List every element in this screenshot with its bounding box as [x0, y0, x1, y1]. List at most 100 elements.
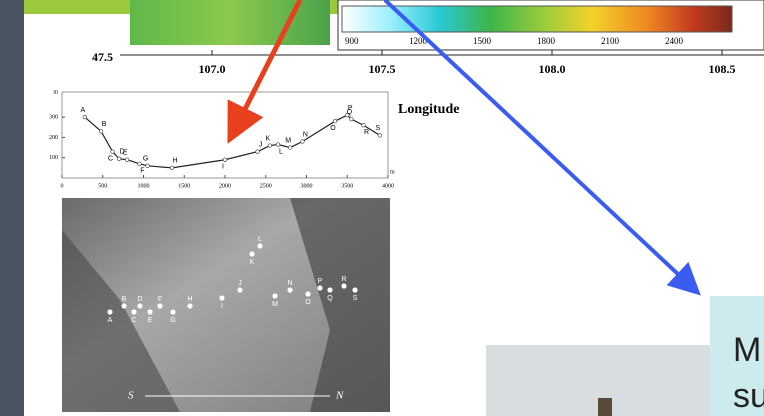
- photo-point: [327, 287, 332, 292]
- photo-point: [121, 303, 126, 308]
- photo-point: [317, 285, 322, 290]
- profile-point: [223, 158, 227, 162]
- y-tick-label: 300: [49, 115, 58, 121]
- photo-label: S: [353, 295, 358, 302]
- point-label: C: [108, 155, 113, 162]
- slide: 47.5 107.0107.5108.0108.5 Longitude 9001…: [0, 0, 764, 416]
- lon-tick-label: 108.0: [539, 62, 566, 76]
- photo-point: [257, 243, 262, 248]
- photo-label: L: [258, 236, 262, 243]
- photo-label: B: [122, 296, 127, 303]
- profile-point: [111, 150, 115, 154]
- axis-label: Longitude: [398, 102, 459, 117]
- profile-point: [146, 164, 150, 168]
- profile-point: [288, 146, 292, 150]
- profile-point: [350, 117, 354, 121]
- y-tick-label: 100: [49, 155, 58, 161]
- point-label: N: [303, 131, 308, 138]
- profile-point: [99, 130, 103, 134]
- profile-point: [333, 119, 337, 123]
- photo-point: [107, 309, 112, 314]
- lon-tick-label: 108.5: [709, 62, 736, 76]
- point-label: G: [143, 156, 148, 163]
- profile-point: [276, 143, 280, 147]
- photo-label: F: [158, 296, 162, 303]
- point-label: S: [376, 125, 381, 132]
- profile-point: [117, 157, 121, 161]
- y-tick-label: 200: [49, 135, 58, 141]
- callout-text: su: [733, 377, 764, 415]
- point-label: K: [265, 135, 270, 142]
- point-label: Q: [347, 109, 353, 116]
- point-label: I: [222, 164, 224, 171]
- photo-point: [219, 295, 224, 300]
- colorbar: [342, 6, 732, 32]
- callout-text: M: [733, 331, 761, 369]
- x-tick-label: 1000: [138, 183, 150, 189]
- profile-point: [170, 166, 174, 170]
- photo-label: J: [238, 280, 242, 287]
- photo-label: A: [108, 317, 113, 324]
- photo-point: [352, 287, 357, 292]
- point-label: O: [330, 125, 336, 132]
- profile-point: [138, 162, 142, 166]
- profile-point: [83, 115, 87, 119]
- photo-point: [287, 287, 292, 292]
- lon-tick-label: 107.0: [199, 62, 226, 76]
- x-tick-label: 3000: [301, 183, 313, 189]
- profile-point: [378, 134, 382, 138]
- profile-point: [301, 140, 305, 144]
- colorbar-label: 2100: [601, 36, 620, 46]
- photo-label: H: [187, 296, 192, 303]
- photo-label: D: [137, 296, 142, 303]
- point-label: A: [80, 107, 85, 114]
- x-tick-label: 0: [61, 183, 64, 189]
- colorbar-label: 1800: [537, 36, 556, 46]
- photo-label: K: [250, 259, 255, 266]
- x-tick-label: 500: [98, 183, 107, 189]
- x-tick-label: 4000: [382, 183, 394, 189]
- point-label: J: [259, 141, 263, 148]
- photo-point: [131, 309, 136, 314]
- photo-point: [187, 303, 192, 308]
- colorbar-label: 900: [345, 36, 359, 46]
- photo-label: I: [221, 303, 223, 310]
- photo-point: [272, 293, 277, 298]
- x-unit: m: [390, 169, 395, 175]
- profile-point: [256, 150, 260, 154]
- direction-right: N: [335, 390, 344, 402]
- x-tick-label: 2000: [219, 183, 231, 189]
- photo-point: [170, 309, 175, 314]
- direction-left: S: [128, 390, 134, 402]
- bottom-photo-figure: [598, 398, 612, 416]
- x-tick-label: 2500: [260, 183, 272, 189]
- x-tick-label: 1500: [178, 183, 190, 189]
- left-photo-strip: [0, 0, 24, 416]
- point-label: F: [140, 168, 144, 175]
- photo-label: E: [148, 317, 153, 324]
- point-label: B: [102, 121, 107, 128]
- photo-label: N: [287, 280, 292, 287]
- photo-point: [147, 309, 152, 314]
- y-unit: m: [53, 89, 58, 95]
- profile-point: [362, 123, 366, 127]
- point-label: L: [279, 148, 283, 155]
- photo-point: [157, 303, 162, 308]
- point-label: M: [285, 137, 291, 144]
- point-label: E: [123, 150, 128, 157]
- x-tick-label: 3500: [341, 183, 353, 189]
- colorbar-label: 2400: [665, 36, 684, 46]
- photo-point: [237, 287, 242, 292]
- photo-label: Q: [327, 295, 333, 302]
- lon-tick-label: 107.5: [369, 62, 396, 76]
- photo-label: M: [272, 301, 278, 308]
- photo-point: [137, 303, 142, 308]
- profile-point: [268, 144, 272, 148]
- photo-label: R: [341, 276, 346, 283]
- photo-label: G: [170, 317, 175, 324]
- photo-point: [249, 251, 254, 256]
- photo-label: P: [318, 278, 323, 285]
- colorbar-label: 1500: [473, 36, 492, 46]
- photo-point: [341, 283, 346, 288]
- photo-point: [305, 291, 310, 296]
